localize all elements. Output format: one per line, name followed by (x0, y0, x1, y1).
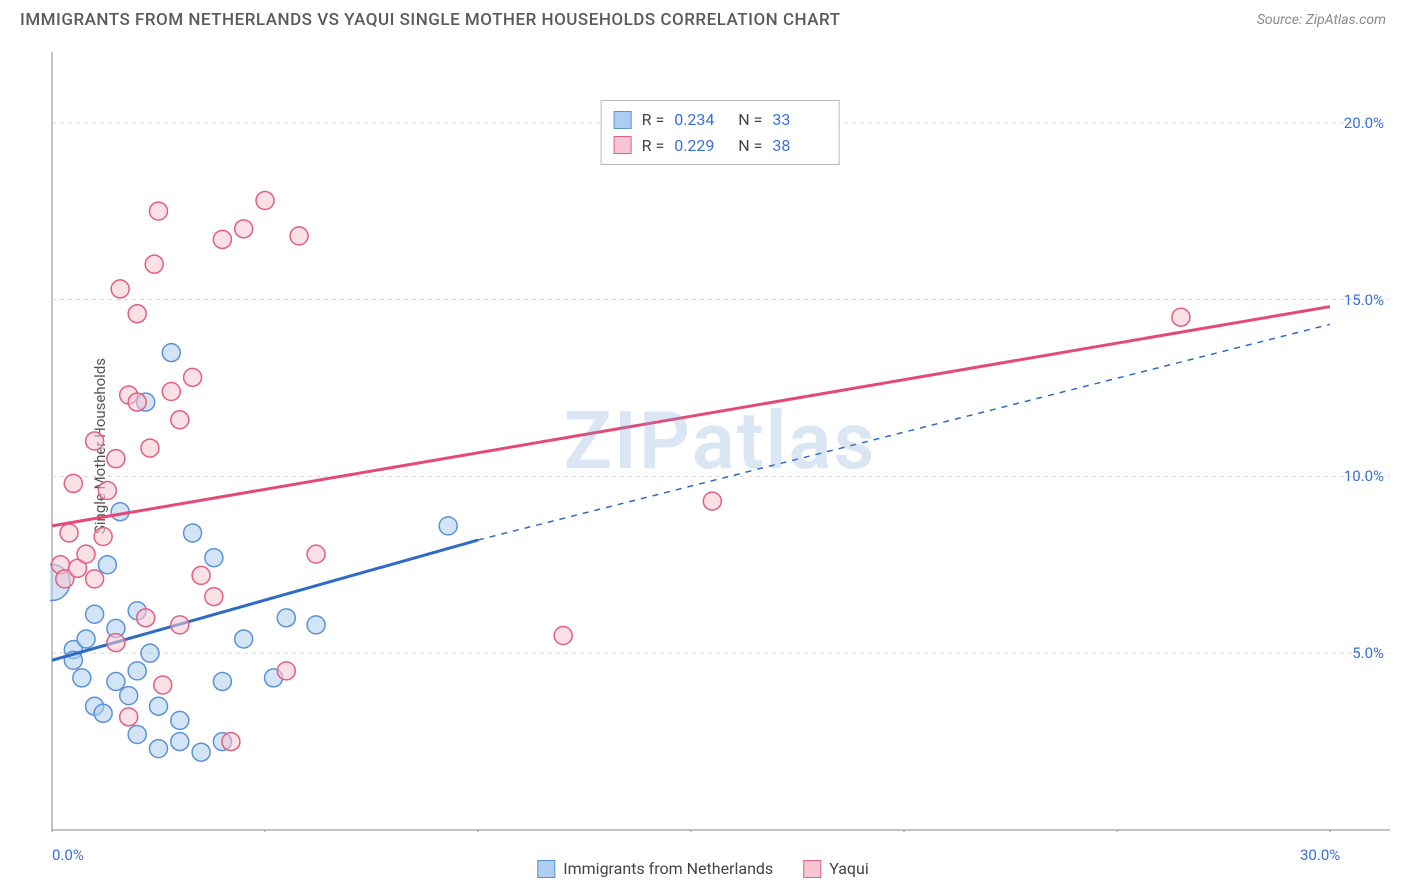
y-tick-label: 15.0% (1344, 291, 1384, 309)
legend-label: Yaqui (829, 859, 869, 878)
stat-r-label: R = (642, 133, 665, 159)
correlation-row: R = 0.234 N = 33 (614, 107, 827, 133)
chart-title: IMMIGRANTS FROM NETHERLANDS VS YAQUI SIN… (20, 10, 841, 30)
correlation-legend: R = 0.234 N = 33 R = 0.229 N = 38 (601, 100, 840, 165)
stat-r-value: 0.234 (674, 107, 728, 133)
correlation-row: R = 0.229 N = 38 (614, 133, 827, 159)
y-tick-label: 10.0% (1344, 467, 1384, 485)
x-tick-label: 30.0% (1300, 846, 1340, 864)
chart-source: Source: ZipAtlas.com (1257, 12, 1386, 28)
stat-n-value: 38 (772, 133, 826, 159)
x-tick-label: 0.0% (52, 846, 84, 864)
legend-label: Immigrants from Netherlands (563, 859, 773, 878)
bottom-legend: Immigrants from Netherlands Yaqui (537, 859, 868, 878)
legend-item: Yaqui (803, 859, 869, 878)
y-tick-label: 20.0% (1344, 114, 1384, 132)
swatch-icon (803, 860, 821, 878)
stat-r-label: R = (642, 107, 665, 133)
stat-r-value: 0.229 (674, 133, 728, 159)
stat-n-value: 33 (772, 107, 826, 133)
y-tick-label: 5.0% (1352, 644, 1384, 662)
scatter-plot-svg (50, 50, 1390, 832)
stat-n-label: N = (738, 107, 762, 133)
swatch-icon (614, 111, 632, 129)
chart-area: ZIPatlas R = 0.234 N = 33 R = 0.229 N = … (50, 50, 1390, 832)
swatch-icon (614, 136, 632, 154)
chart-header: IMMIGRANTS FROM NETHERLANDS VS YAQUI SIN… (0, 0, 1406, 36)
legend-item: Immigrants from Netherlands (537, 859, 773, 878)
stat-n-label: N = (738, 133, 762, 159)
swatch-icon (537, 860, 555, 878)
